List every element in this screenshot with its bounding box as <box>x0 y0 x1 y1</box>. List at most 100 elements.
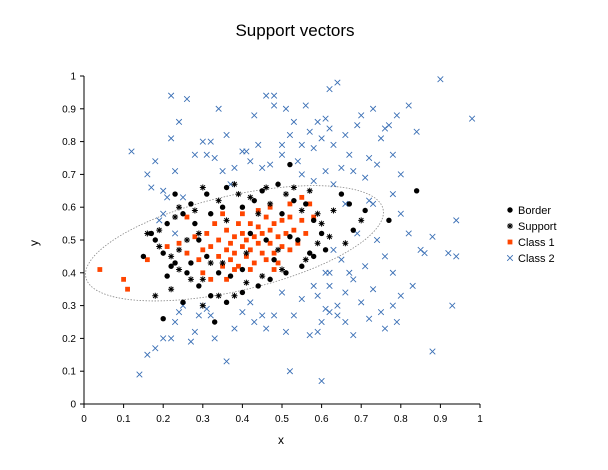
class-2-point <box>168 335 175 342</box>
class-2-point <box>270 102 278 109</box>
support-point <box>255 210 262 217</box>
class-2-point <box>282 105 290 112</box>
class-2-point <box>148 184 155 191</box>
class-2-point <box>231 164 238 171</box>
border-point <box>227 273 234 279</box>
class-2-point <box>397 210 404 217</box>
class-2-point <box>306 128 313 135</box>
class-2-point <box>369 200 377 208</box>
border-point <box>192 220 198 227</box>
class-1-point <box>236 221 241 226</box>
class-2-point <box>183 95 191 103</box>
series-border <box>140 161 420 325</box>
legend-marker-border <box>507 207 513 213</box>
y-tick-label: 0.8 <box>62 137 76 148</box>
x-axis-label: x <box>278 433 284 447</box>
class-1-point <box>263 257 269 263</box>
class-2-point <box>314 292 321 299</box>
class-1-point <box>267 204 273 210</box>
support-point <box>243 250 250 257</box>
class-2-point <box>211 335 218 342</box>
class-2-point <box>397 292 404 299</box>
class-2-point <box>310 177 317 185</box>
support-point <box>326 233 333 240</box>
class-1-point <box>243 254 249 259</box>
class-2-point <box>164 194 171 201</box>
border-point <box>275 181 281 187</box>
border-point <box>211 319 218 325</box>
class-2-point <box>290 118 297 126</box>
class-2-point <box>338 256 345 263</box>
class-2-point <box>243 148 250 155</box>
class-2-point <box>175 118 183 126</box>
border-point <box>219 204 226 210</box>
class-2-point <box>389 151 396 158</box>
support-point <box>152 292 159 299</box>
border-point <box>196 237 202 243</box>
class-2-point <box>330 181 337 188</box>
class-2-point <box>223 358 230 365</box>
y-tick-label: 0.6 <box>62 203 76 214</box>
class-2-point <box>453 217 460 224</box>
class-2-point <box>366 197 373 204</box>
class-2-point <box>207 138 214 145</box>
class-2-point <box>437 76 444 83</box>
class-1-point <box>279 244 285 249</box>
support-point <box>302 256 309 263</box>
class-2-point <box>397 171 404 178</box>
class-1-point <box>232 267 237 272</box>
class-1-point <box>196 257 202 263</box>
support-point <box>263 184 270 191</box>
class-1-point <box>243 237 249 243</box>
class-2-point <box>393 112 400 119</box>
x-tick-label: 0.2 <box>156 414 170 425</box>
series-class-2 <box>128 76 476 385</box>
border-point <box>239 204 246 210</box>
class-2-point <box>334 312 341 319</box>
class-2-point <box>334 79 341 86</box>
class-1-point <box>275 234 281 240</box>
class-2-point <box>199 138 206 145</box>
class-1-point <box>240 211 245 217</box>
support-point <box>342 240 349 247</box>
class-2-point <box>342 131 349 139</box>
class-2-point <box>175 309 183 316</box>
class-1-point <box>271 250 277 256</box>
class-2-point <box>350 332 357 339</box>
class-2-point <box>286 131 294 139</box>
legend-marker-class-1 <box>507 239 513 245</box>
legend-label-border: Border <box>518 205 551 217</box>
class-1-point <box>291 227 297 233</box>
legend-label-class-1: Class 1 <box>518 237 555 249</box>
class-2-point <box>429 348 436 355</box>
border-point <box>204 191 210 197</box>
class-2-point <box>377 309 385 316</box>
series-class-1 <box>97 194 317 292</box>
border-point <box>180 299 186 306</box>
class-2-point <box>191 328 198 335</box>
class-2-point <box>326 309 333 316</box>
class-1-point <box>255 240 261 246</box>
legend-label-support: Support <box>518 221 557 233</box>
legend-label-class-2: Class 2 <box>518 253 555 265</box>
class-1-point <box>287 247 293 253</box>
class-2-point <box>453 253 460 260</box>
class-1-point <box>259 231 265 236</box>
border-point <box>350 227 356 233</box>
class-1-point <box>212 221 218 226</box>
border-point <box>223 184 230 191</box>
class-2-point <box>366 154 373 162</box>
support-point <box>156 227 163 234</box>
support-point <box>306 187 313 194</box>
class-2-point <box>421 250 428 257</box>
border-point <box>287 161 293 168</box>
class-2-point <box>171 230 179 237</box>
support-point <box>176 204 183 211</box>
class-2-point <box>362 263 369 270</box>
border-point <box>287 234 293 240</box>
border-point <box>279 211 285 217</box>
class-1-point <box>307 201 313 207</box>
class-2-point <box>270 92 278 99</box>
